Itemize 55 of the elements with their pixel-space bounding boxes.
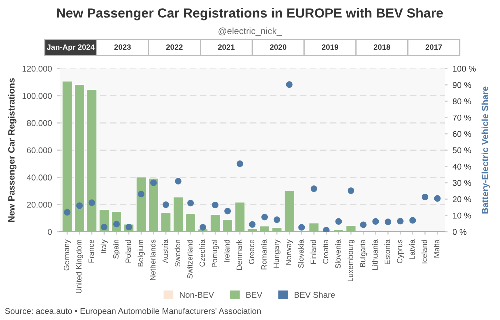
point: [286, 82, 293, 88]
point: [336, 218, 342, 226]
y-tick-label: 0: [48, 229, 52, 236]
point: [249, 221, 256, 228]
legend-label: BEV: [246, 292, 263, 298]
y-tick-label: 100.000: [22, 93, 52, 100]
point: [298, 224, 306, 231]
point: [360, 222, 367, 228]
y2-tick-label: 0 %: [452, 229, 467, 236]
point: [384, 218, 392, 226]
y2-tick-label: 40 %: [452, 164, 472, 170]
y2-axis-title: Battery-Electric Vehicle Share: [482, 86, 490, 214]
y-tick-label: 40.000: [27, 174, 52, 181]
y-tick-label: 20.000: [27, 202, 52, 208]
y2-tick-label: 70 %: [453, 114, 472, 121]
point: [348, 188, 355, 194]
chart-title: New Passenger Car Registrations in EUROPE with BEV Share: [57, 8, 444, 21]
y2-tick-label: 50 %: [452, 148, 472, 154]
point: [310, 186, 318, 192]
point: [262, 214, 268, 221]
y-tick-label: 60.000: [27, 148, 52, 154]
y2-tick-label: 60 %: [453, 131, 472, 138]
y2-tick-label: 10 %: [453, 212, 472, 219]
point: [422, 194, 429, 201]
point: [150, 180, 158, 186]
y2-tick-label: 30 %: [452, 180, 472, 186]
point: [88, 200, 96, 206]
point: [188, 200, 194, 207]
point: [372, 218, 380, 226]
point: [200, 224, 206, 231]
point: [64, 209, 71, 216]
point: [76, 202, 84, 210]
point: [434, 195, 441, 202]
point: [274, 216, 280, 224]
point: [212, 202, 219, 209]
point: [323, 227, 330, 232]
point: [101, 224, 108, 231]
y2-tick-label: 80 %: [453, 98, 472, 105]
source-note: Source: acea.auto • European Automobile Manufacturers' Association: [5, 308, 261, 316]
point: [175, 178, 182, 185]
y2-tick-label: 90 %: [453, 82, 472, 88]
point: [138, 191, 145, 198]
point: [236, 160, 244, 168]
legend-label: BEV Share: [294, 292, 336, 298]
y-axis-title: New Passenger Car Registrations: [8, 78, 17, 222]
y2-tick-label: 100 %: [453, 66, 476, 72]
point: [224, 208, 232, 215]
chart-subtitle: @electric_nick_: [218, 28, 282, 36]
y-tick-label: 80.000: [27, 120, 52, 126]
y-tick-label: 120.000: [22, 66, 52, 72]
legend-label: Non-BEV: [180, 292, 214, 298]
y2-tick-label: 20 %: [453, 196, 472, 202]
point: [162, 202, 170, 208]
point: [397, 218, 404, 225]
point: [410, 217, 416, 224]
